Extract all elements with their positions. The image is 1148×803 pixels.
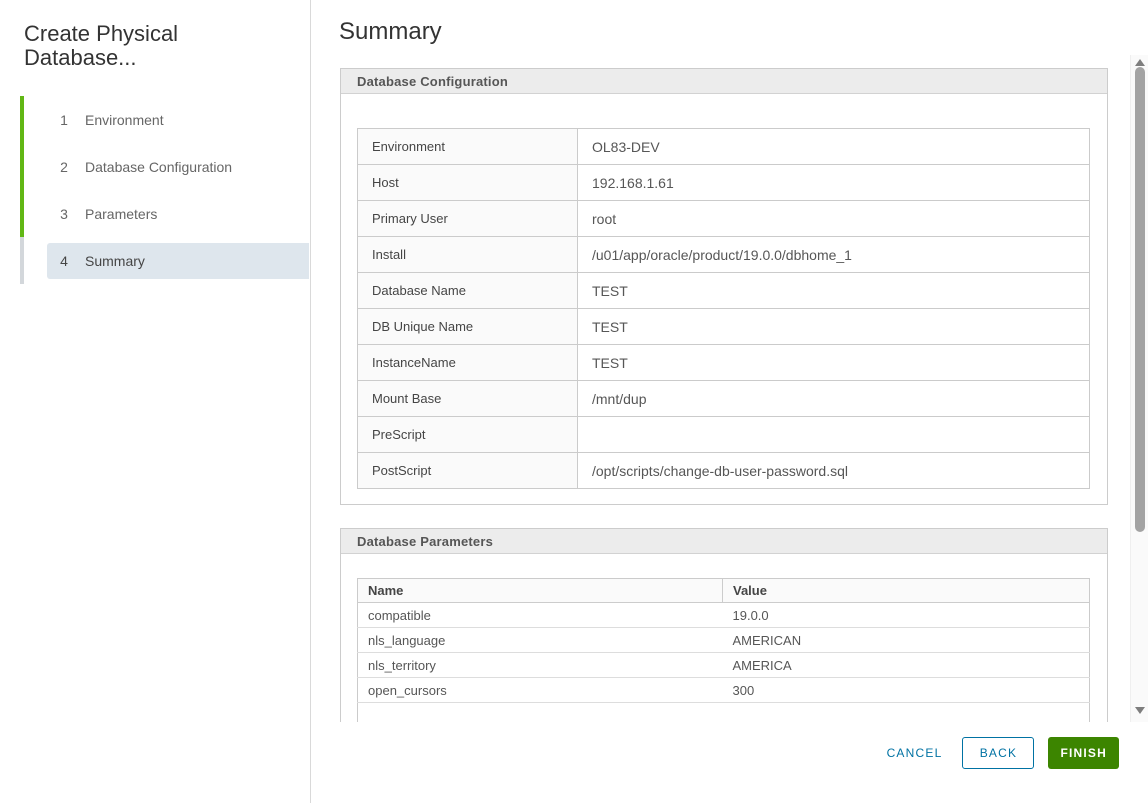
table-row: InstanceName TEST <box>357 344 1090 381</box>
wizard-content: Summary Database Configuration Environme… <box>311 0 1148 803</box>
param-name: compatible <box>368 607 431 623</box>
step-inner: 2 Database Configuration <box>47 149 309 185</box>
step-label: Environment <box>85 111 164 128</box>
table-row: Install/u01/app/oracle/product/19.0.0/db… <box>357 236 1090 273</box>
param-value: 19.0.0 <box>732 607 769 623</box>
step-label: Summary <box>85 252 145 269</box>
step-parameters[interactable]: 3 Parameters <box>0 190 309 237</box>
step-inner: 1 Environment <box>47 102 309 138</box>
row-value: 192.168.1.61 <box>577 164 1090 201</box>
column-header-name: Name <box>357 578 723 603</box>
table-row: nls_territory AMERICA <box>357 652 1090 678</box>
param-name: nls_territory <box>357 652 723 678</box>
table-row: DB Unique Name TEST <box>357 308 1090 345</box>
row-value: TEST <box>577 344 1090 381</box>
row-value: OL83-DEV <box>577 128 1090 165</box>
database-configuration-rows: Environment OL83-DEV Host 192.168.1.61 Prima… <box>357 128 1090 489</box>
database-parameters-card-title: Database Parameters <box>341 529 1107 554</box>
cancel-button[interactable]: CANCEL <box>881 737 949 769</box>
row-label: Database Name <box>357 272 578 309</box>
table-row: Environment OL83-DEV <box>357 128 1090 165</box>
row-value: /u01/app/oracle/product/19.0.0/dbhome_1 <box>577 236 1090 273</box>
scrollbar-thumb[interactable] <box>1135 67 1145 532</box>
row-label: DB Unique Name <box>357 308 578 345</box>
row-value: root <box>577 200 1090 237</box>
table-row-clipped <box>357 702 1090 722</box>
table-row: Host 192.168.1.61 <box>357 164 1090 201</box>
database-parameters-table: Name Value compatible 19.0.0 nls_language A… <box>357 578 1090 722</box>
wizard-steps: 1 Environment 2 Database Configuration 3 Para… <box>0 96 309 284</box>
param-name: open_cursors <box>357 677 723 703</box>
param-name <box>357 702 723 722</box>
scroll-up-arrow-icon[interactable] <box>1135 59 1145 66</box>
row-label: Install <box>357 236 578 273</box>
row-label: PreScript <box>357 416 578 453</box>
table-row: PreScript <box>357 416 1090 453</box>
row-label: Host <box>357 164 578 201</box>
param-name: nls_language <box>357 627 723 653</box>
row-value: TEST <box>577 308 1090 345</box>
step-inner: 3 Parameters <box>47 196 309 232</box>
row-value: /opt/scripts/change-db-user-password.sql <box>577 452 1090 489</box>
database-configuration-card-body: Environment OL83-DEV Host 192.168.1.61 Prima… <box>341 94 1107 504</box>
param-value: AMERICAN <box>722 627 1090 653</box>
database-parameters-card: Database Parameters Name Value compatibl… <box>340 528 1108 722</box>
row-label: PostScript <box>357 452 578 489</box>
steps-progress-bar-current <box>20 237 24 284</box>
table-row: PostScript/opt/scripts/change-db-user-pa… <box>357 452 1090 489</box>
vertical-scrollbar[interactable] <box>1130 55 1148 722</box>
row-value <box>577 416 1090 453</box>
row-label: Primary User <box>357 200 578 237</box>
step-summary[interactable]: 4 Summary <box>0 237 309 284</box>
footer-buttons: CANCEL BACK FINISH <box>881 737 1119 769</box>
table-row: Database Name TEST <box>357 272 1090 309</box>
table-row: nls_language AMERICAN <box>357 627 1090 653</box>
database-configuration-table: Environment OL83-DEV Host 192.168.1.61 Prima… <box>357 128 1090 489</box>
step-environment[interactable]: 1 Environment <box>0 96 309 143</box>
finish-button[interactable]: FINISH <box>1048 737 1119 769</box>
database-configuration-card-title: Database Configuration <box>341 69 1107 94</box>
table-row: Mount Base/mnt/dup <box>357 380 1090 417</box>
table-row: compatible 19.0.0 <box>358 603 1090 628</box>
step-inner: 4 Summary <box>47 242 309 279</box>
wizard-footer: CANCEL BACK FINISH <box>311 722 1148 803</box>
table-header-row: Name Value <box>357 578 1090 603</box>
table-row: open_cursors 300 <box>357 677 1090 703</box>
step-label: Parameters <box>85 205 158 222</box>
param-value: AMERICA <box>722 652 1090 678</box>
param-value <box>722 702 1090 722</box>
row-label: Mount Base <box>357 380 578 417</box>
step-database-configuration[interactable]: 2 Database Configuration <box>0 143 309 190</box>
step-label: Database Configuration <box>85 158 233 175</box>
page-title: Summary <box>339 18 442 45</box>
step-number: 4 <box>60 252 68 269</box>
database-configuration-card: Database Configuration Environment OL83-D… <box>340 68 1108 505</box>
row-label: Environment <box>357 128 578 165</box>
scroll-down-arrow-icon[interactable] <box>1135 707 1145 714</box>
row-value: TEST <box>577 272 1090 309</box>
step-number: 3 <box>60 205 68 222</box>
back-button[interactable]: BACK <box>962 737 1035 769</box>
column-header-value: Value <box>722 578 1090 603</box>
summary-scroll-area: Database Configuration Environment OL83-D… <box>311 55 1131 722</box>
table-row: Primary User root <box>357 200 1090 237</box>
wizard-title: Create Physical Database... <box>24 21 179 70</box>
param-value: 300 <box>722 677 1090 703</box>
row-label: InstanceName <box>357 344 578 381</box>
database-parameters-rows: compatible 19.0.0 nls_language AMERICAN nls_… <box>357 603 1090 722</box>
database-parameters-card-body: Name Value compatible 19.0.0 nls_language A… <box>341 554 1107 722</box>
row-value: /mnt/dup <box>577 380 1090 417</box>
step-number: 2 <box>60 158 68 175</box>
step-number: 1 <box>60 111 68 128</box>
wizard-sidebar: Create Physical Database... 1 Environment… <box>0 0 311 803</box>
steps-progress-bar-completed <box>20 96 24 237</box>
